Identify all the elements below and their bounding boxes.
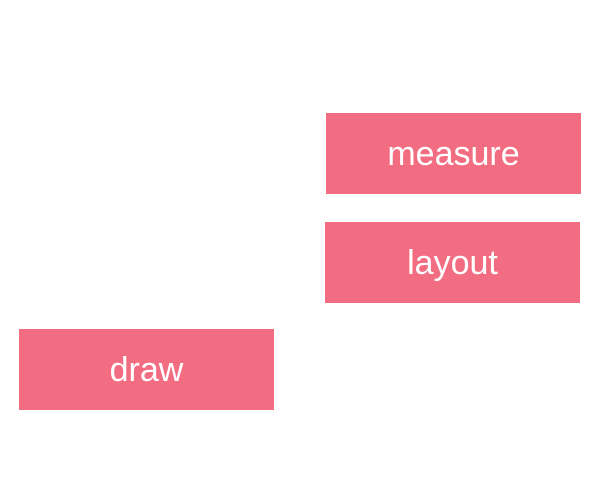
draw-button[interactable]: draw (19, 329, 274, 410)
measure-button[interactable]: measure (326, 113, 581, 194)
layout-button[interactable]: layout (325, 222, 580, 303)
measure-label: measure (387, 134, 520, 173)
draw-label: draw (109, 350, 184, 389)
layout-label: layout (407, 243, 498, 282)
